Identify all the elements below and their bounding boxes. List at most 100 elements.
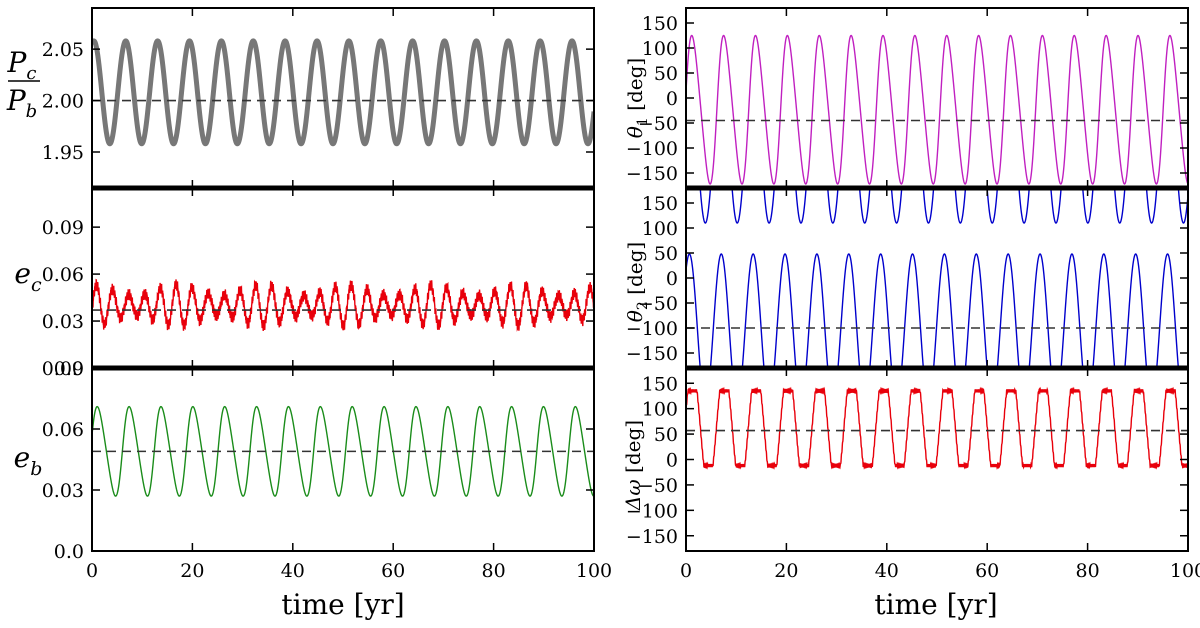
series-line-theta2-seg1 [699, 188, 712, 224]
xlabel: time [yr] [874, 588, 997, 621]
series-line-theta2-seg3 [731, 189, 743, 224]
panel-ecc-c: 0.0 0.03 0.06 0.09 ec [14, 187, 595, 380]
series-line-theta2-seg22 [1028, 253, 1052, 368]
series-line-theta2-seg12 [869, 253, 893, 368]
ytick-label: 0 [666, 88, 678, 110]
xtick-label: 60 [975, 560, 999, 582]
ylabel: θ2 [deg] [623, 242, 651, 322]
ytick-label: 150 [642, 373, 678, 395]
xtick-label: 20 [774, 560, 798, 582]
ytick-label: 0.0 [54, 541, 84, 563]
plot-area: 0.0 0.03 0.06 0.09 0 20 40 60 80 100 [42, 358, 612, 582]
ytick-label: 0.03 [42, 311, 84, 333]
series-line-theta2-seg10 [837, 253, 861, 368]
series-line-theta2-seg18 [964, 253, 988, 368]
ylabel: Δω [deg] [621, 420, 645, 511]
plot-area: 1.95 2.00 2.05 [42, 7, 595, 189]
ytick-label: −150 [626, 343, 678, 365]
plot-area: −150 −100 −50 0 50 100 150 [626, 187, 1189, 369]
series-line-theta2-seg26 [1092, 253, 1116, 368]
xtick-label: 80 [1076, 560, 1100, 582]
ylabel-num-sub: c [26, 63, 36, 84]
panel-theta1: −150 −100 −50 0 50 100 150 θ1 [deg] [623, 7, 1189, 189]
series-line-theta2-seg29 [1145, 188, 1158, 224]
xlabel: time [yr] [281, 588, 404, 621]
series-line-theta2-seg8 [805, 253, 829, 368]
ylabel-sub: b [30, 458, 42, 480]
ytick-label: −100 [626, 500, 678, 522]
ytick-label: 100 [642, 38, 678, 60]
series-line-theta2-seg16 [932, 253, 956, 368]
series-line-theta2-seg23 [1050, 189, 1062, 224]
ytick-label: −100 [626, 138, 678, 160]
ylabel-den: Pb [6, 84, 37, 122]
series-line-theta2-seg20 [996, 253, 1020, 368]
ytick-label: 100 [642, 218, 678, 240]
ytick-label: 0.06 [42, 419, 84, 441]
series-line-theta2-seg6 [773, 253, 797, 368]
ytick-label: 0.09 [42, 217, 84, 239]
ytick-label: −150 [626, 163, 678, 185]
series-line-theta1 [686, 34, 1188, 185]
series-line-theta2 [686, 253, 701, 367]
series-line-theta2-seg11 [858, 189, 871, 224]
ylabel-den-sub: b [26, 101, 38, 122]
ytick-label: 0 [666, 268, 678, 290]
panel-ecc-b: 0.0 0.03 0.06 0.09 0 20 40 60 80 100 eb time [yr] [14, 358, 613, 621]
xtick-label: 40 [281, 560, 305, 582]
ylabel-sub: 2 [635, 301, 651, 310]
panel-delta-omega: −150 −100 −50 0 50 100 150 0 20 40 60 80 100 Δω [deg… [621, 367, 1200, 621]
series-line-period-ratio [92, 38, 594, 147]
series-line-theta2-seg21 [1018, 188, 1030, 224]
ytick-label: 1.95 [42, 142, 84, 164]
ytick-label: 0.06 [42, 264, 84, 286]
panel-period-ratio: 1.95 2.00 2.05 Pc Pb [6, 7, 595, 189]
series-line-theta2-seg25 [1082, 188, 1094, 224]
plot-area: −150 −100 −50 0 50 100 150 [626, 7, 1189, 189]
series-line-ecc-c [92, 278, 594, 332]
series-line-theta2-seg30 [1156, 253, 1179, 368]
xtick-label: 20 [180, 560, 204, 582]
xtick-label: 0 [680, 560, 692, 582]
series-line-theta2-seg24 [1060, 253, 1084, 368]
series-line-theta2-seg31 [1177, 189, 1188, 224]
ytick-label: 0 [666, 450, 678, 472]
plot-area: −150 −100 −50 0 50 100 150 0 20 40 60 80 100 [626, 367, 1200, 582]
ytick-label: 150 [642, 193, 678, 215]
ytick-label: 50 [654, 424, 678, 446]
ytick-label: 0.03 [42, 480, 84, 502]
ylabel-sub: c [31, 274, 42, 296]
ylabel: ec [14, 257, 42, 296]
xtick-label: 0 [86, 560, 98, 582]
panel-theta2: −150 −100 −50 0 50 100 150 θ2 [deg] [623, 187, 1189, 369]
ylabel: θ1 [deg] [623, 58, 651, 138]
xtick-label: 80 [482, 560, 506, 582]
xtick-label: 40 [875, 560, 899, 582]
ytick-label: −50 [638, 113, 678, 135]
xtick-label: 100 [1170, 560, 1200, 582]
ytick-label: 2.05 [42, 39, 84, 61]
ytick-label: 50 [654, 63, 678, 85]
ylabel: eb [14, 441, 43, 480]
series-line-theta2-seg27 [1114, 189, 1126, 224]
series-line-ecc-b [92, 405, 594, 497]
series-line-theta2-seg14 [901, 253, 924, 368]
ytick-label: 100 [642, 399, 678, 421]
ytick-label: −150 [626, 526, 678, 548]
ytick-label: 2.00 [42, 91, 84, 113]
axes-frame [91, 367, 595, 552]
xtick-label: 100 [576, 560, 612, 582]
series-line-delta-omega [686, 386, 1188, 470]
ytick-label: −50 [638, 293, 678, 315]
ytick-label: −100 [626, 318, 678, 340]
axes-frame [91, 187, 595, 369]
ytick-label: 50 [654, 243, 678, 265]
series-line-theta2-seg15 [922, 189, 935, 224]
ytick-label: 150 [642, 13, 678, 35]
ylabel-sub: 1 [635, 117, 651, 126]
series-line-theta2-seg4 [741, 253, 765, 368]
ytick-label: 0.0 [54, 358, 84, 380]
series-line-theta2-seg13 [890, 188, 903, 224]
plot-area: 0.0 0.03 0.06 0.09 [42, 187, 595, 380]
series-line-theta2-seg5 [763, 188, 775, 224]
